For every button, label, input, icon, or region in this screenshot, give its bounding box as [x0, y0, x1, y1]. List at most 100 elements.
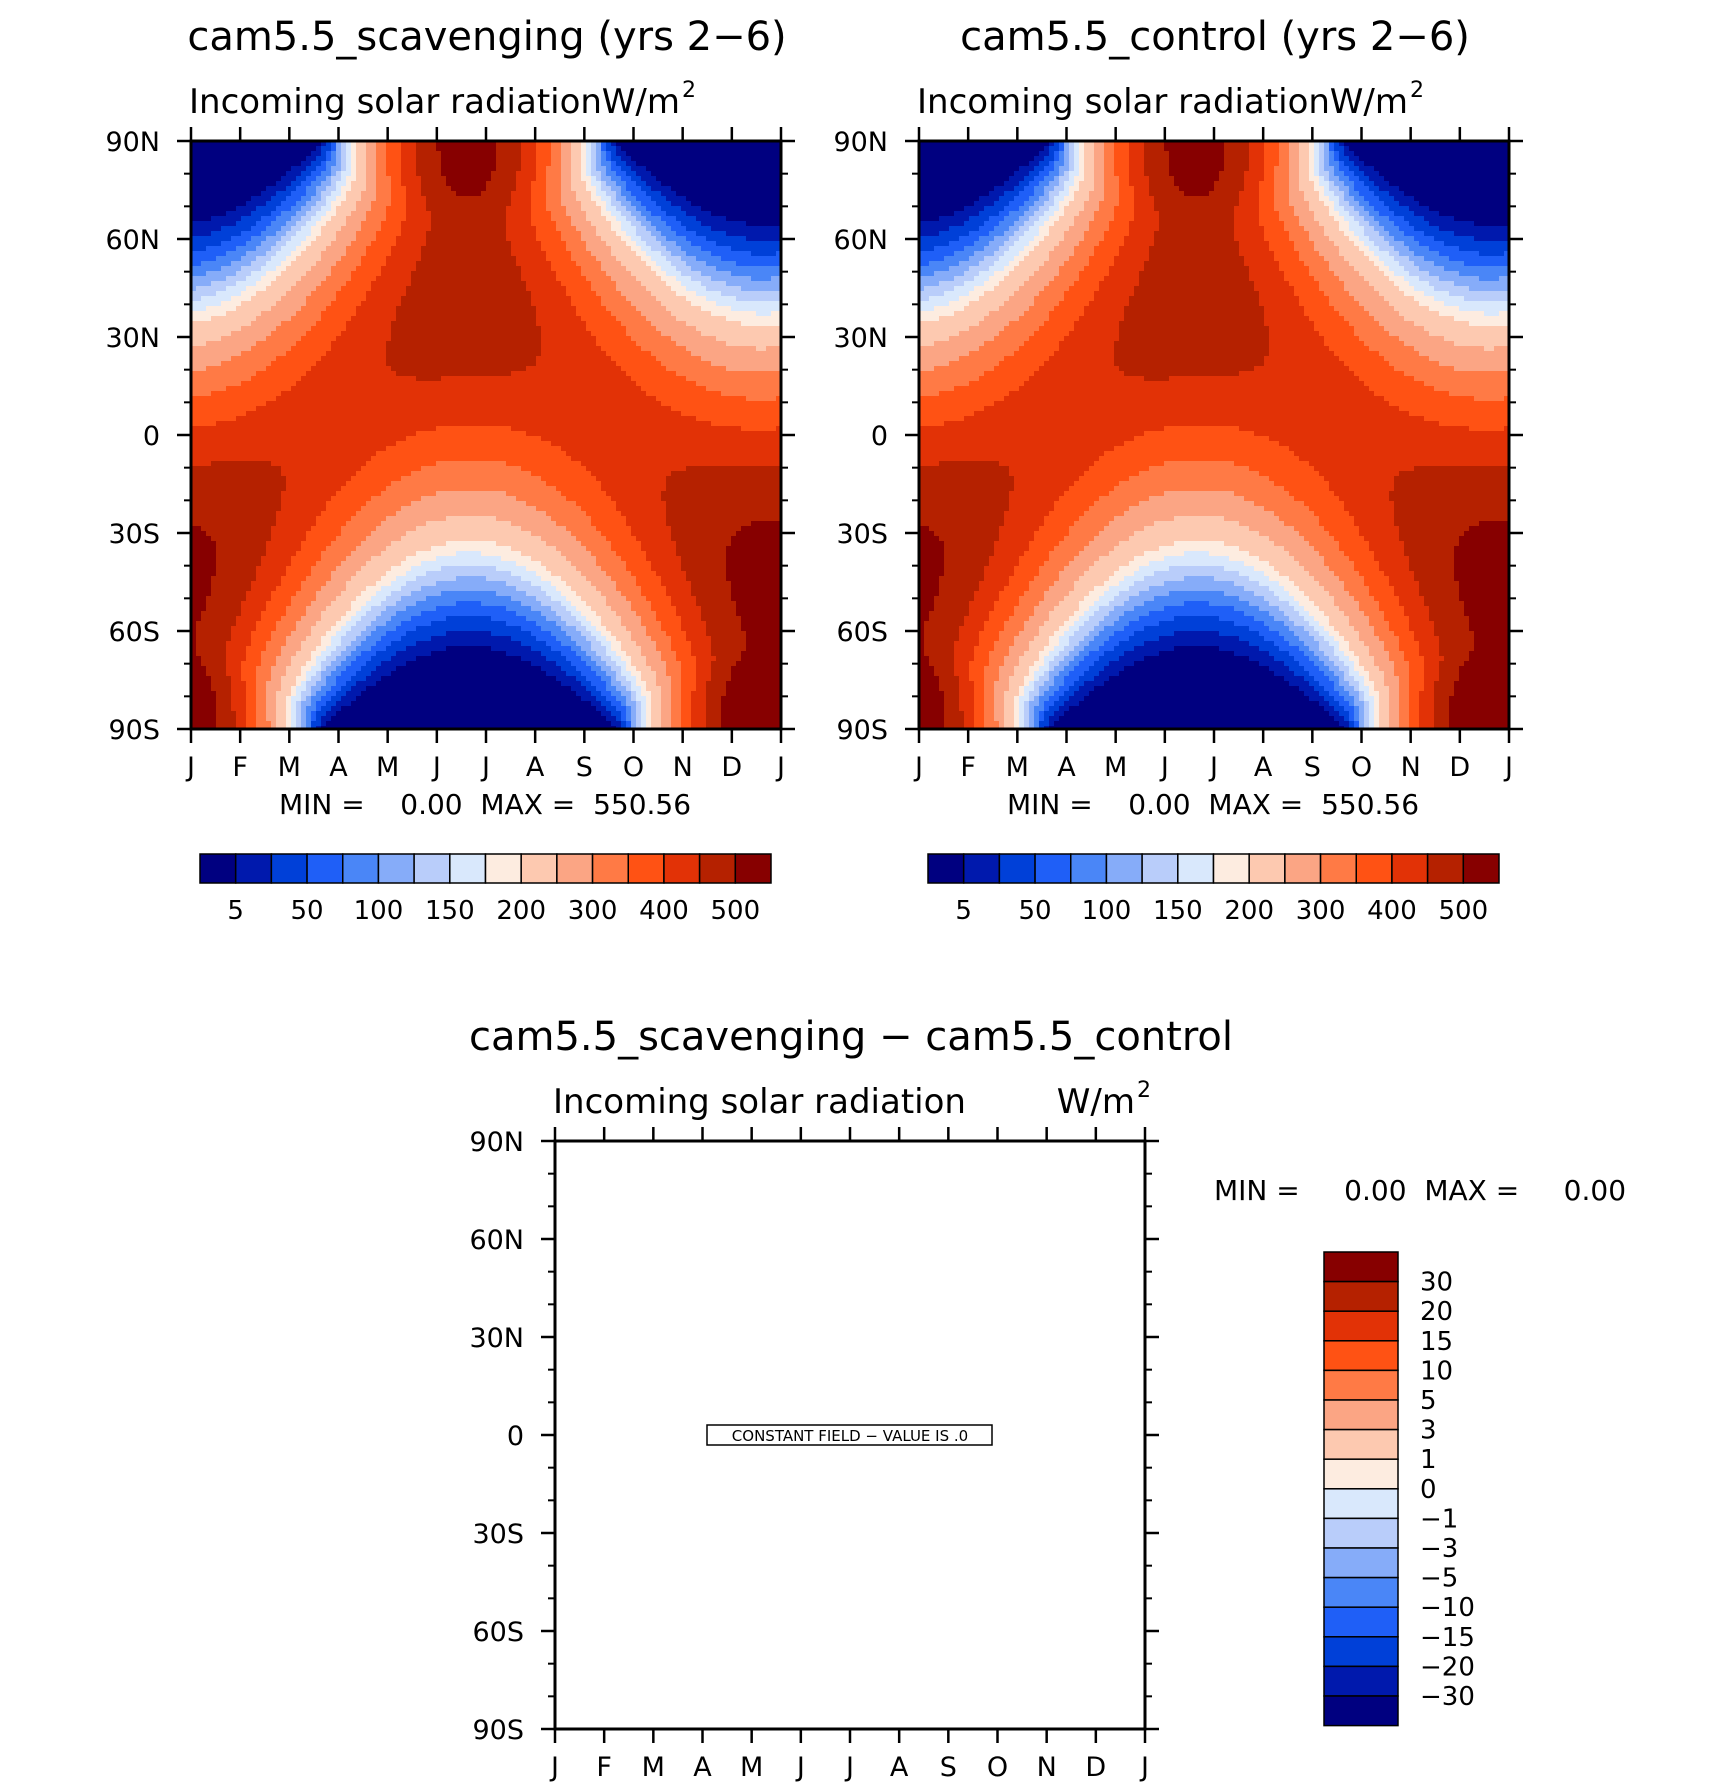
panel-a-contour-cell	[596, 141, 602, 147]
panel-a-contour-cell	[601, 196, 612, 202]
panel-b-contour-cell	[1469, 321, 1509, 327]
panel-a-contour-cell	[606, 696, 617, 702]
panel-a-contour-cell	[651, 706, 662, 712]
panel-b-contour-cell	[1249, 271, 1285, 277]
panel-a-contour-cell	[326, 701, 337, 707]
panel-b-contour-cell	[1114, 346, 1270, 352]
panel-a-contour-cell	[541, 241, 567, 247]
panel-a-contour-cell	[266, 691, 277, 697]
panel-a-contour-cell	[191, 441, 397, 447]
panel-b-contour-cell	[929, 656, 955, 662]
panel-b-contour-cell	[1239, 251, 1275, 257]
panel-b-contour-cell	[1449, 696, 1509, 702]
panel-b-contour-cell	[1054, 501, 1095, 507]
panel-a-contour-cell	[641, 346, 687, 352]
panel-b-contour-cell	[949, 266, 970, 272]
panel-a-contour-cell	[416, 261, 517, 267]
panel-a-contour-cell	[576, 676, 587, 682]
panel-c-colorbar-swatch	[1323, 1458, 1399, 1490]
panel-b-contour-cell	[1304, 616, 1315, 622]
panel-a-contour-cell	[191, 201, 247, 207]
panel-a-contour-cell	[611, 176, 622, 182]
panel-a-contour-cell	[366, 161, 377, 167]
panel-b-contour-cell	[1244, 586, 1270, 592]
panel-b-contour-cell	[1324, 476, 1395, 482]
panel-c-colorbar-label: 15	[1420, 1327, 1453, 1357]
panel-b-contour-cell	[1299, 251, 1320, 257]
panel-b-contour-cell	[1239, 201, 1260, 207]
panel-a-contour-cell	[411, 616, 447, 622]
panel-a-contour-cell	[336, 141, 342, 147]
panel-a-contour-cell	[356, 546, 387, 552]
panel-a-contour-cell	[626, 716, 632, 722]
panel-a-contour-cell	[326, 681, 337, 687]
panel-b-contour-cell	[1104, 616, 1120, 622]
panel-b-contour-cell	[1264, 171, 1275, 177]
panel-b-contour-cell	[994, 646, 1010, 652]
panel-b-contour-cell	[1249, 146, 1265, 152]
panel-a-contour-cell	[266, 546, 302, 552]
panel-b-contour-cell	[1409, 281, 1430, 287]
panel-b-contour-cell	[1429, 246, 1460, 252]
panel-b-contour-cell	[1019, 691, 1025, 697]
panel-b-contour-cell	[1374, 716, 1380, 722]
panel-a-contour-cell	[301, 641, 322, 647]
panel-b-contour-cell	[1059, 496, 1100, 502]
panel-b-contour-cell	[1244, 186, 1260, 192]
panel-a-contour-cell	[366, 146, 377, 152]
panel-a-contour-cell	[571, 161, 582, 167]
panel-a-contour-cell	[551, 516, 592, 522]
panel-a-contour-cell	[256, 341, 297, 347]
panel-b-contour-cell	[1399, 686, 1410, 692]
panel-b-contour-cell	[1184, 191, 1210, 197]
panel-b-contour-cell	[1064, 206, 1085, 212]
panel-a-contour-cell	[191, 156, 307, 162]
panel-b-contour-cell	[1404, 606, 1430, 612]
panel-b-contour-cell	[1409, 561, 1455, 567]
panel-a-contour-cell	[191, 396, 277, 402]
panel-b-contour-cell	[1159, 546, 1240, 552]
panel-b-contour-cell	[1359, 691, 1365, 697]
panel-b-contour-cell	[1454, 366, 1509, 372]
panel-a-contour-cell	[271, 721, 277, 727]
panel-b-contour-cell	[1419, 301, 1445, 307]
panel-a-contour-cell	[416, 156, 442, 162]
panel-b-contour-cell	[1344, 151, 1355, 157]
panel-a-contour-cell	[281, 506, 327, 512]
panel-a-contour-cell	[661, 276, 677, 282]
panel-b-contour-cell	[1374, 191, 1390, 197]
panel-a-contour-cell	[561, 601, 572, 607]
panel-a-contour-cell	[621, 146, 781, 152]
panel-b-contour-cell	[1279, 571, 1310, 577]
panel-b-contour-cell	[1029, 276, 1055, 282]
panel-b-contour-cell	[1024, 341, 1060, 347]
panel-a-contour-cell	[706, 706, 722, 712]
panel-a-contour-cell	[401, 636, 432, 642]
panel-a-contour-cell	[311, 721, 322, 727]
panel-b-contour-cell	[1089, 641, 1105, 647]
panel-b-contour-cell	[1349, 156, 1360, 162]
panel-b-contour-cell	[1349, 321, 1380, 327]
panel-a-contour-cell	[561, 176, 572, 182]
panel-b-contour-cell	[1414, 636, 1440, 642]
panel-a-contour-cell	[581, 461, 781, 467]
panel-a-contour-cell	[646, 181, 662, 187]
panel-b-contour-cell	[1374, 226, 1385, 232]
panel-a-contour-cell	[676, 371, 781, 377]
panel-b-contour-cell	[1049, 216, 1060, 222]
panel-a-contour-cell	[236, 721, 247, 727]
panel-a-contour-cell	[591, 516, 627, 522]
panel-b-contour-cell	[1034, 191, 1045, 197]
panel-a-contour-cell	[616, 181, 627, 187]
panel-a-contour-cell	[676, 291, 697, 297]
panel-b-contour-cell	[1434, 631, 1475, 637]
panel-b-contour-cell	[1469, 286, 1509, 292]
panel-a-contour-cell	[366, 156, 377, 162]
panel-a-contour-cell	[191, 531, 207, 537]
panel-a-contour-cell	[391, 191, 407, 197]
panel-a-contour-cell	[391, 251, 422, 257]
panel-b-contour-cell	[1064, 211, 1080, 217]
panel-a-contour-cell	[601, 656, 612, 662]
panel-b-contour-cell	[1409, 716, 1420, 722]
panel-b-contour-cell	[1339, 641, 1350, 647]
